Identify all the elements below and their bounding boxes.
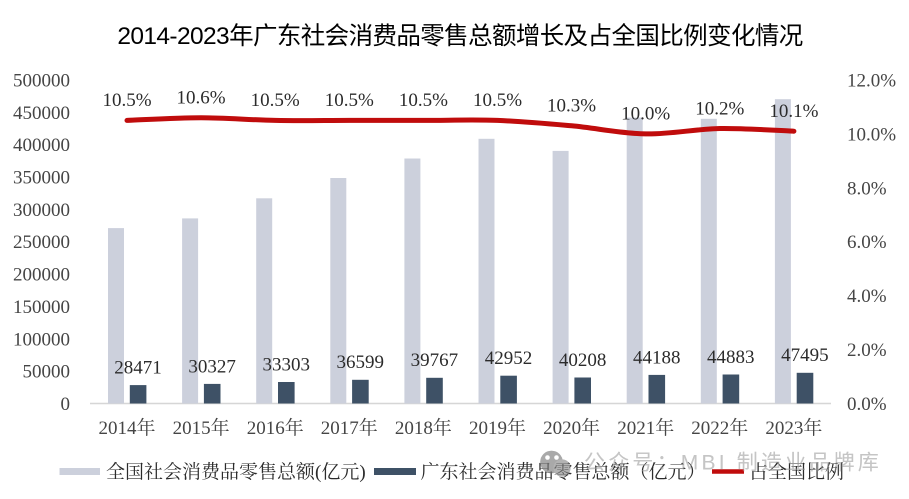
svg-text:47495: 47495 [781,345,829,366]
svg-text:2.0%: 2.0% [847,340,887,361]
svg-text:2019年: 2019年 [469,417,526,439]
svg-text:100000: 100000 [13,329,70,350]
svg-text:2014-2023年广东社会消费品零售总额增长及占全国比例变: 2014-2023年广东社会消费品零售总额增长及占全国比例变化情况 [117,22,802,50]
svg-text:全国社会消费品零售总额(亿元): 全国社会消费品零售总额(亿元) [106,461,366,483]
svg-text:10.5%: 10.5% [399,90,448,111]
svg-text:10.0%: 10.0% [847,124,896,145]
svg-text:300000: 300000 [13,200,70,221]
svg-text:39767: 39767 [411,350,459,371]
svg-text:44188: 44188 [633,347,681,368]
svg-text:10.3%: 10.3% [547,96,596,117]
svg-text:2017年: 2017年 [321,417,378,439]
svg-text:2023年: 2023年 [765,417,822,439]
svg-text:2020年: 2020年 [543,417,600,439]
svg-text:450000: 450000 [13,103,70,124]
svg-text:0.0%: 0.0% [847,394,887,415]
svg-text:6.0%: 6.0% [847,232,887,253]
svg-text:10.1%: 10.1% [769,101,818,122]
svg-text:2015年: 2015年 [173,417,230,439]
svg-text:400000: 400000 [13,135,70,156]
svg-text:500000: 500000 [13,71,70,92]
svg-text:10.5%: 10.5% [251,90,300,111]
svg-text:150000: 150000 [13,297,70,318]
svg-text:2016年: 2016年 [247,417,304,439]
svg-text:36599: 36599 [337,352,385,373]
svg-text:0: 0 [61,394,71,415]
svg-text:公众号：MBI 制造业品牌库: 公众号：MBI 制造业品牌库 [584,452,882,475]
svg-text:28471: 28471 [114,358,162,379]
svg-text:12.0%: 12.0% [847,71,896,92]
svg-text:2018年: 2018年 [395,417,452,439]
svg-text:10.5%: 10.5% [473,90,522,111]
svg-text:2021年: 2021年 [617,417,674,439]
svg-text:2014年: 2014年 [98,417,155,439]
svg-text:占全国比例: 占全国比例 [749,461,844,483]
svg-text:50000: 50000 [23,362,71,383]
svg-text:10.2%: 10.2% [695,98,744,119]
svg-text:10.5%: 10.5% [325,90,374,111]
svg-text:10.0%: 10.0% [621,104,670,125]
svg-text:10.5%: 10.5% [102,90,151,111]
svg-text:2022年: 2022年 [691,417,748,439]
svg-text:250000: 250000 [13,232,70,253]
svg-text:8.0%: 8.0% [847,178,887,199]
svg-text:33303: 33303 [262,354,310,375]
svg-text:30327: 30327 [188,356,236,377]
svg-text:44883: 44883 [707,347,755,368]
svg-text:350000: 350000 [13,168,70,189]
svg-text:10.6%: 10.6% [177,88,226,109]
svg-text:4.0%: 4.0% [847,286,887,307]
svg-text:42952: 42952 [485,348,533,369]
svg-text:200000: 200000 [13,265,70,286]
svg-text:40208: 40208 [559,350,607,371]
svg-text:广东社会消费品零售总额（亿元）: 广东社会消费品零售总额（亿元） [421,461,706,483]
svg-text:公众号：MBI 制造业品牌库: 公众号：MBI 制造业品牌库 [584,452,882,475]
